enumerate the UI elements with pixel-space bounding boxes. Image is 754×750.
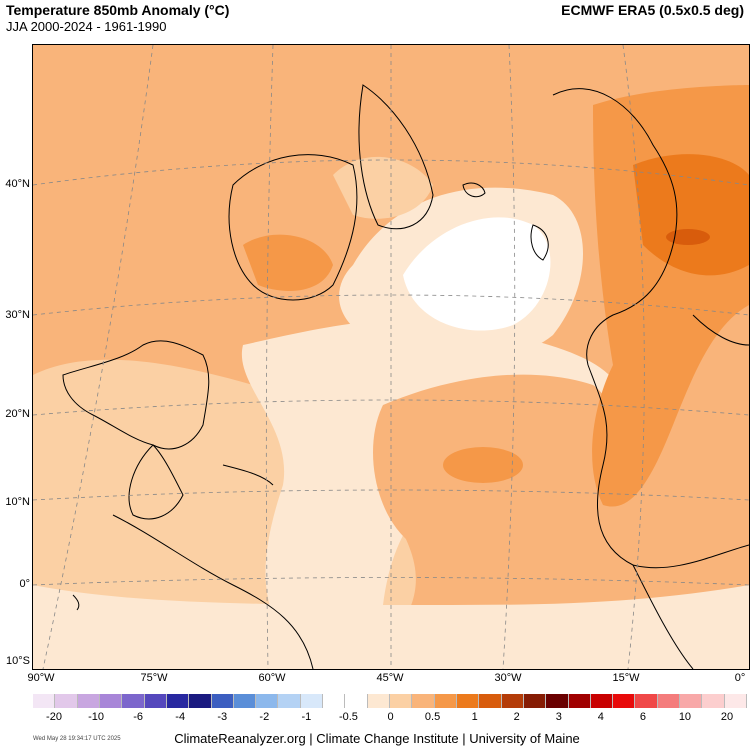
colorbar-tick-label: -1 — [301, 711, 312, 723]
lon-label-0: 0° — [734, 672, 746, 684]
lat-label-10n: 10°N — [5, 496, 30, 508]
colorbar-tick-label: -0.5 — [338, 711, 358, 723]
colorbar-tick-label: -4 — [175, 711, 186, 723]
colorbar-swatch — [434, 694, 457, 708]
anomaly-peak-balkans — [666, 229, 710, 245]
colorbar-tick-label: -6 — [133, 711, 144, 723]
anomaly-peak-tropical — [443, 447, 523, 483]
colorbar-swatch — [166, 694, 190, 708]
anomaly-region-equatorial — [33, 585, 749, 669]
colorbar-tick-label: 0 — [387, 711, 394, 723]
lon-label-75w: 75°W — [140, 672, 168, 684]
colorbar-tick-label: 10 — [678, 711, 692, 723]
colorbar-tick-label: 2 — [513, 711, 520, 723]
colorbar-swatch — [99, 694, 123, 708]
colorbar-swatch — [256, 694, 279, 708]
colorbar-swatch — [501, 694, 524, 708]
render-timestamp: Wed May 28 19:34:17 UTC 2025 — [33, 736, 121, 742]
anomaly-map[interactable] — [32, 44, 750, 670]
anomaly-region-greenland-sea — [333, 156, 433, 219]
colorbar-swatch — [456, 694, 480, 708]
lat-label-10s: 10°S — [6, 655, 30, 667]
colorbar-swatch — [122, 694, 145, 708]
colorbar-swatch — [613, 694, 636, 708]
colorbar-swatch — [546, 694, 569, 708]
lon-label-45w: 45°W — [376, 672, 404, 684]
credit-line: ClimateReanalyzer.org | Climate Change I… — [174, 731, 580, 746]
map-subtitle: JJA 2000-2024 - 1961-1990 — [6, 19, 167, 34]
map-canvas — [33, 45, 749, 669]
colorbar-swatch — [77, 694, 100, 708]
colorbar-swatch — [367, 694, 390, 708]
colorbar-swatch — [702, 694, 725, 708]
colorbar-swatch — [590, 694, 614, 708]
lon-label-15w: 15°W — [612, 672, 640, 684]
lon-label-60w: 60°W — [258, 672, 286, 684]
lon-label-90w: 90°W — [27, 672, 55, 684]
anomaly-region-neutral — [403, 217, 551, 331]
lat-label-30n: 30°N — [5, 309, 30, 321]
colorbar-tick-label: -20 — [46, 711, 62, 723]
lon-label-30w: 30°W — [494, 672, 522, 684]
colorbar-swatch — [189, 694, 212, 708]
colorbar-tick-label: -10 — [88, 711, 105, 723]
anomaly-region-hudson — [243, 234, 333, 291]
colorbar-swatch — [300, 694, 324, 708]
colorbar-swatch — [479, 694, 502, 708]
lat-label-20n: 20°N — [5, 408, 30, 420]
colorbar — [33, 694, 747, 708]
map-title: Temperature 850mb Anomaly (°C) — [6, 2, 230, 18]
colorbar-swatch — [323, 694, 346, 708]
colorbar-swatch — [33, 694, 56, 708]
colorbar-tick-label: 1 — [471, 711, 478, 723]
colorbar-swatch — [635, 694, 658, 708]
dataset-label: ECMWF ERA5 (0.5x0.5 deg) — [561, 2, 744, 18]
colorbar-swatch — [233, 694, 257, 708]
graticule — [33, 45, 749, 669]
colorbar-swatch — [390, 694, 413, 708]
colorbar-swatch — [211, 694, 234, 708]
colorbar-tick-label: 4 — [597, 711, 604, 723]
colorbar-swatch — [345, 694, 368, 708]
coastlines — [62, 84, 749, 669]
colorbar-swatch — [657, 694, 681, 708]
colorbar-swatch — [144, 694, 167, 708]
colorbar-swatch — [412, 694, 435, 708]
colorbar-swatch — [278, 694, 301, 708]
colorbar-tick-label: 3 — [555, 711, 562, 723]
colorbar-tick-label: 0.5 — [424, 711, 441, 723]
anomaly-region-central-europe — [633, 154, 749, 276]
lat-label-40n: 40°N — [5, 178, 30, 190]
lat-label-0: 0° — [19, 578, 30, 590]
colorbar-tick-label: 20 — [720, 711, 734, 723]
colorbar-tick-label: 6 — [639, 711, 646, 723]
colorbar-swatch — [55, 694, 78, 708]
colorbar-tick-label: -3 — [217, 711, 228, 723]
colorbar-swatch — [680, 694, 703, 708]
colorbar-swatch — [724, 694, 747, 708]
colorbar-swatch — [568, 694, 591, 708]
colorbar-tick-label: -2 — [259, 711, 270, 723]
colorbar-swatch — [523, 694, 547, 708]
